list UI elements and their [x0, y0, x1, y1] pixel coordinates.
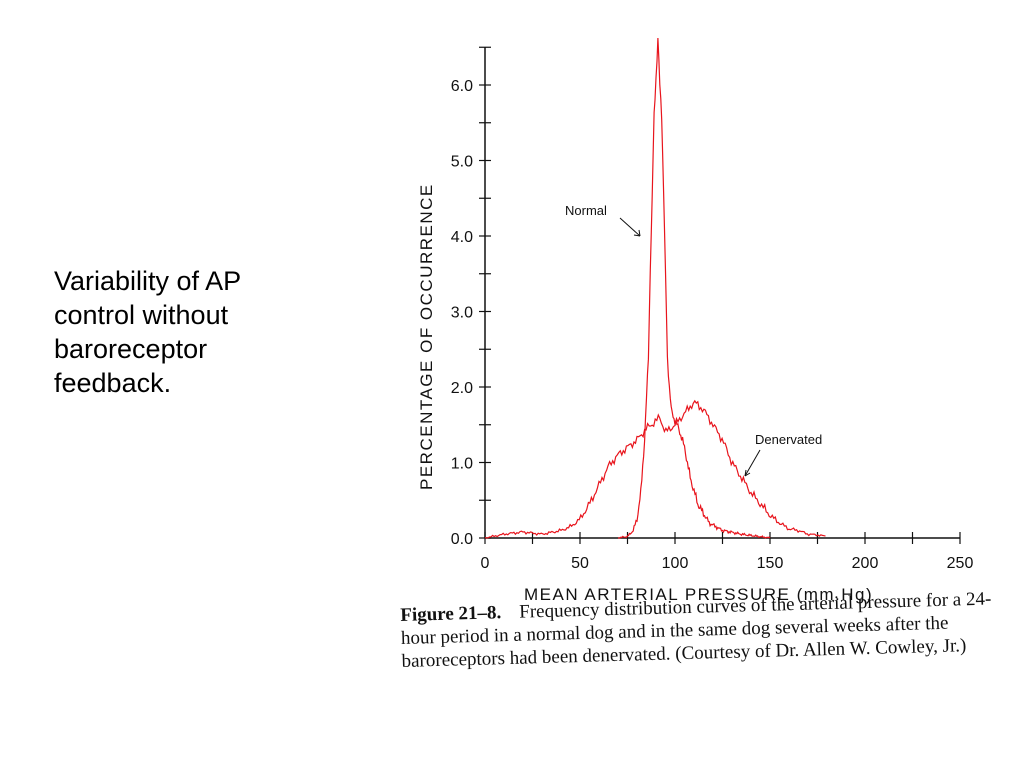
series-line-denervated [484, 399, 826, 539]
chart-curves [484, 37, 826, 539]
x-tick-label: 0 [481, 555, 490, 572]
x-axis-title: MEAN ARTERIAL PRESSURE (mm.Hg) [524, 585, 873, 604]
x-tick-label: 50 [571, 555, 589, 572]
figure-caption-label: Figure 21–8. [400, 602, 502, 626]
x-tick-label: 200 [852, 555, 879, 572]
annotation-denervated: Denervated [755, 432, 822, 447]
annotation-normal-arrowhead [633, 229, 641, 237]
slide-text-line: control without [54, 300, 229, 330]
x-tick-label: 100 [662, 555, 689, 572]
slide-text-line: Variability of AP [54, 266, 242, 296]
series-line-normal [618, 37, 771, 539]
annotation-normal-leader [619, 217, 641, 237]
y-tick-label: 4.0 [451, 229, 473, 246]
y-tick-label: 3.0 [451, 305, 473, 322]
y-tick-label: 1.0 [451, 456, 473, 473]
y-tick-label: 6.0 [451, 78, 473, 95]
chart-axes [484, 47, 960, 539]
annotation-denervated-arrowhead [744, 469, 751, 477]
y-tick-label: 5.0 [451, 154, 473, 171]
y-tick-label: 2.0 [451, 380, 473, 397]
annotation-normal: Normal [565, 203, 607, 218]
y-axis-title: PERCENTAGE OF OCCURRENCE [417, 183, 436, 490]
x-tick-label: 250 [947, 555, 974, 572]
annotation-denervated-leader [744, 449, 761, 477]
slide-text-line: baroreceptor [54, 334, 208, 364]
slide-text: Variability of AP control without barore… [54, 264, 314, 400]
chart-ticks: 0 50 100 150 200 250 0.0 1.0 2.0 3.0 4.0 5.0 6.0 [451, 46, 974, 572]
slide-text-line: feedback. [54, 368, 172, 398]
x-tick-label: 150 [757, 555, 784, 572]
y-tick-label: 0.0 [451, 531, 473, 548]
